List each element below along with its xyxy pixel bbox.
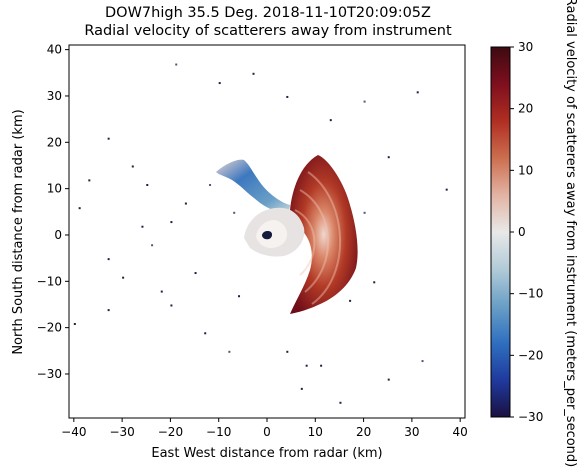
colorbar-axis: −30 −20 −10 0 10 20 30 <box>510 40 543 424</box>
speckle <box>422 360 424 362</box>
speckle <box>161 291 163 293</box>
speckle <box>79 207 81 209</box>
speckle <box>364 212 366 214</box>
speckle <box>74 323 76 325</box>
speckle <box>286 351 288 353</box>
y-tick-label: 0 <box>54 228 62 242</box>
speckle <box>141 226 143 228</box>
x-tick-label: 20 <box>356 425 371 439</box>
x-tick-label: 40 <box>453 425 468 439</box>
speckle <box>364 101 366 103</box>
x-tick-label: 0 <box>263 425 271 439</box>
speckle <box>446 189 448 191</box>
colorbar-label: Radial velocity of scatterers away from … <box>563 0 577 467</box>
y-tick-label: −10 <box>37 274 62 288</box>
speckle <box>88 179 90 181</box>
colorbar-tick-label: 30 <box>518 40 533 54</box>
speckle <box>122 277 124 279</box>
speckle <box>301 388 303 390</box>
y-tick-label: −30 <box>37 367 62 381</box>
x-axis-label: East West distance from radar (km) <box>151 446 382 461</box>
speckle <box>233 212 235 214</box>
colorbar <box>491 47 510 417</box>
speckle <box>349 300 351 302</box>
speckle <box>228 351 230 353</box>
speckle <box>175 64 177 66</box>
y-axis: −30 −20 −10 0 10 20 30 40 <box>37 43 69 381</box>
y-tick-label: 20 <box>47 135 62 149</box>
y-axis-label: North South distance from radar (km) <box>11 109 26 354</box>
x-tick-label: −30 <box>109 425 134 439</box>
speckle <box>417 91 419 93</box>
y-tick-label: 30 <box>47 89 62 103</box>
speckle <box>238 295 240 297</box>
speckle <box>286 96 288 98</box>
speckle <box>306 365 308 367</box>
y-tick-label: 40 <box>47 43 62 57</box>
speckle <box>388 379 390 381</box>
colorbar-tick-label: 0 <box>518 225 526 239</box>
y-tick-label: −20 <box>37 321 62 335</box>
speckle <box>320 365 322 367</box>
colorbar-tick-label: −10 <box>518 287 543 301</box>
x-tick-label: −40 <box>61 425 86 439</box>
y-tick-label: 10 <box>47 182 62 196</box>
speckle <box>219 82 221 84</box>
x-tick-label: −20 <box>158 425 183 439</box>
speckle <box>146 184 148 186</box>
speckle <box>170 304 172 306</box>
speckle <box>108 309 110 311</box>
speckle <box>185 203 187 205</box>
speckle <box>204 332 206 334</box>
speckle <box>108 138 110 140</box>
speckle <box>339 402 341 404</box>
colorbar-tick-label: −30 <box>518 410 543 424</box>
speckle <box>209 184 211 186</box>
speckle <box>373 281 375 283</box>
colorbar-tick-label: −20 <box>518 348 543 362</box>
speckle <box>108 258 110 260</box>
speckle <box>132 165 134 167</box>
x-axis: −40 −30 −20 −10 0 10 20 30 40 <box>61 418 468 439</box>
x-tick-label: 10 <box>308 425 323 439</box>
speckle <box>195 272 197 274</box>
x-tick-label: 30 <box>404 425 419 439</box>
speckle <box>253 73 255 75</box>
x-tick-label: −10 <box>206 425 231 439</box>
speckle <box>151 244 153 246</box>
speckle <box>170 221 172 223</box>
colorbar-tick-label: 10 <box>518 163 533 177</box>
colorbar-tick-label: 20 <box>518 102 533 116</box>
speckle <box>330 119 332 121</box>
speckle <box>388 156 390 158</box>
